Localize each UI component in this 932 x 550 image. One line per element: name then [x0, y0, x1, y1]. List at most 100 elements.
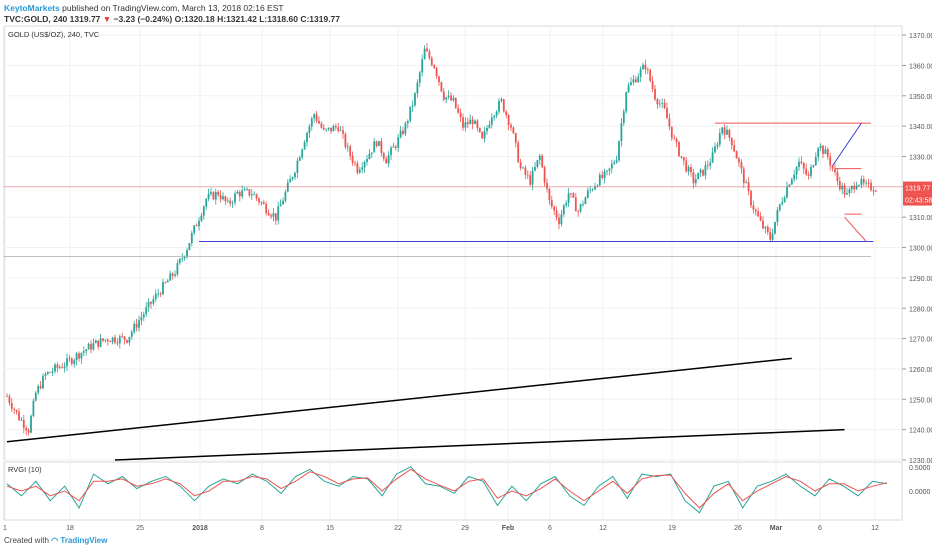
candle	[32, 400, 35, 416]
candle	[618, 141, 620, 161]
candle	[666, 107, 668, 119]
candle	[745, 182, 748, 184]
x-tick-label: Mar	[770, 525, 783, 532]
candle	[214, 191, 217, 200]
candle	[202, 206, 205, 216]
candle	[704, 165, 707, 176]
x-tick-label: 1	[3, 525, 7, 532]
candle	[500, 99, 503, 102]
candle	[58, 367, 61, 368]
candle	[697, 172, 700, 180]
x-tick-label: 22	[394, 525, 402, 532]
candle	[711, 152, 714, 163]
candle	[298, 157, 301, 161]
candle	[810, 166, 812, 176]
candle	[517, 142, 520, 163]
candle	[78, 353, 80, 359]
candle	[637, 76, 640, 83]
candle	[798, 161, 800, 167]
down-arrow-icon: ▼	[102, 14, 112, 24]
candle	[142, 314, 145, 318]
candle	[870, 182, 872, 191]
candle	[457, 108, 460, 113]
candle	[553, 206, 556, 211]
candle	[584, 197, 587, 205]
candle	[716, 144, 719, 147]
candle	[308, 126, 311, 134]
candle	[63, 366, 66, 368]
x-tick-label: 6	[818, 525, 822, 532]
y-tick-label: 1360.00	[909, 63, 932, 70]
candle	[334, 125, 337, 128]
candle	[445, 97, 448, 100]
candle	[330, 127, 332, 132]
candle	[783, 197, 786, 203]
candle	[219, 195, 222, 200]
candle	[654, 88, 656, 100]
candle	[862, 179, 865, 183]
candle	[759, 216, 762, 221]
candle	[723, 127, 726, 135]
candle	[49, 372, 52, 373]
candle	[596, 185, 599, 187]
candle	[706, 165, 709, 167]
x-tick-label: Feb	[502, 525, 514, 532]
candle	[294, 172, 296, 178]
candle	[670, 126, 673, 138]
y-tick-label: 1270.00	[909, 337, 932, 344]
candle	[190, 233, 193, 244]
candle	[109, 341, 112, 343]
candle	[262, 202, 265, 205]
candle	[231, 202, 234, 204]
candle	[164, 282, 167, 284]
candle	[649, 69, 652, 82]
candle	[344, 133, 347, 147]
tradingview-logo-icon[interactable]: ◠	[51, 536, 59, 545]
candle	[258, 198, 260, 203]
y-tick-label: 1230.00	[909, 458, 932, 465]
candle	[166, 280, 169, 283]
candle	[490, 117, 493, 125]
candle	[236, 191, 239, 194]
candle	[313, 114, 316, 119]
candle	[145, 307, 148, 315]
candle	[224, 196, 227, 202]
candle	[586, 190, 589, 198]
candle	[608, 168, 611, 171]
indicator-title: RVGI (10)	[8, 465, 42, 474]
candle	[627, 85, 630, 93]
candle	[709, 162, 712, 166]
candle	[42, 375, 44, 389]
candle	[786, 186, 788, 198]
candle	[238, 191, 241, 197]
candle	[615, 160, 618, 163]
candle	[442, 91, 445, 100]
candle	[632, 79, 635, 83]
candle	[303, 142, 306, 150]
candle	[222, 196, 224, 200]
publisher-link[interactable]: KeytoMarkets	[4, 3, 60, 13]
candle	[25, 427, 28, 431]
candle	[6, 396, 8, 398]
candle	[766, 226, 769, 233]
tradingview-logo-text[interactable]: TradingView	[60, 536, 108, 545]
candle	[829, 156, 832, 166]
candle	[226, 200, 229, 202]
candle	[570, 193, 572, 195]
candle	[529, 175, 532, 185]
price-badge	[903, 181, 932, 194]
candle	[193, 225, 196, 234]
candle	[471, 119, 474, 125]
candle	[212, 192, 215, 200]
candle	[855, 185, 858, 190]
candle	[858, 185, 860, 186]
candle	[762, 220, 764, 229]
candle	[543, 167, 546, 183]
indicator-series-line	[6, 468, 888, 509]
candle	[450, 95, 452, 101]
candle	[373, 141, 376, 153]
y-tick-label: 1250.00	[909, 397, 932, 404]
candle	[260, 202, 263, 204]
candle	[34, 392, 37, 401]
